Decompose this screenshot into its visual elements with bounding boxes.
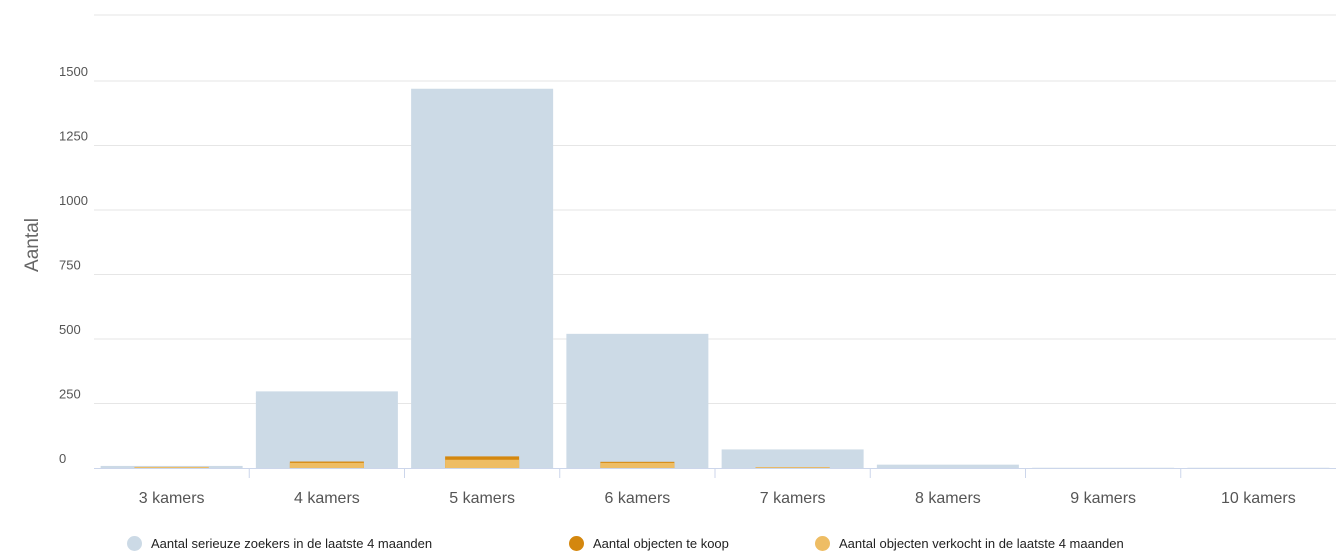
legend-item-zoekers[interactable]: Aantal serieuze zoekers in de laatste 4 … [127, 536, 432, 551]
x-tick-label: 8 kamers [915, 490, 981, 507]
bar-chart: 0 250 500 750 1000 1250 1500 3 kamers 4 kamers 5… [0, 0, 1336, 535]
y-tick-label: 1500 [59, 64, 88, 79]
y-tick-label: 500 [59, 322, 81, 337]
x-axis: 3 kamers 4 kamers 5 kamers 6 kamers 7 kamers… [94, 468, 1336, 507]
legend-label: Aantal objecten verkocht in de laatste 4… [839, 536, 1124, 551]
bar-verkocht[interactable] [445, 460, 519, 468]
bar-zoekers[interactable] [877, 465, 1019, 468]
bar-verkocht[interactable] [756, 467, 830, 468]
legend-swatch [127, 536, 142, 551]
y-tick-label: 1000 [59, 193, 88, 208]
x-tick-label: 10 kamers [1221, 490, 1296, 507]
legend-label: Aantal objecten te koop [593, 536, 729, 551]
y-tick-label: 750 [59, 258, 81, 273]
x-tick-label: 7 kamers [760, 490, 826, 507]
bar-verkocht[interactable] [600, 463, 674, 468]
y-tick-label: 250 [59, 387, 81, 402]
x-tick-label: 6 kamers [604, 490, 670, 507]
legend: Aantal serieuze zoekers in de laatste 4 … [0, 536, 1336, 556]
bar-zoekers[interactable] [411, 89, 553, 468]
bar-zoekers[interactable] [566, 334, 708, 468]
legend-swatch [569, 536, 584, 551]
y-tick-label: 1250 [59, 129, 88, 144]
bar-zoekers[interactable] [256, 391, 398, 468]
legend-item-te-koop[interactable]: Aantal objecten te koop [569, 536, 729, 551]
bar-verkocht[interactable] [290, 463, 364, 468]
x-tick-label: 4 kamers [294, 490, 360, 507]
legend-label: Aantal serieuze zoekers in de laatste 4 … [151, 536, 432, 551]
grid-lines [94, 15, 1336, 404]
legend-item-verkocht[interactable]: Aantal objecten verkocht in de laatste 4… [815, 536, 1124, 551]
y-axis-ticks: 0 250 500 750 1000 1250 1500 [59, 64, 88, 466]
bar-verkocht[interactable] [135, 467, 209, 468]
y-axis-label: Aantal [22, 218, 43, 272]
bar-zoekers[interactable] [722, 449, 864, 468]
x-tick-label: 5 kamers [449, 490, 515, 507]
x-tick-label: 3 kamers [139, 490, 205, 507]
y-tick-label: 0 [59, 451, 66, 466]
legend-swatch [815, 536, 830, 551]
x-tick-label: 9 kamers [1070, 490, 1136, 507]
